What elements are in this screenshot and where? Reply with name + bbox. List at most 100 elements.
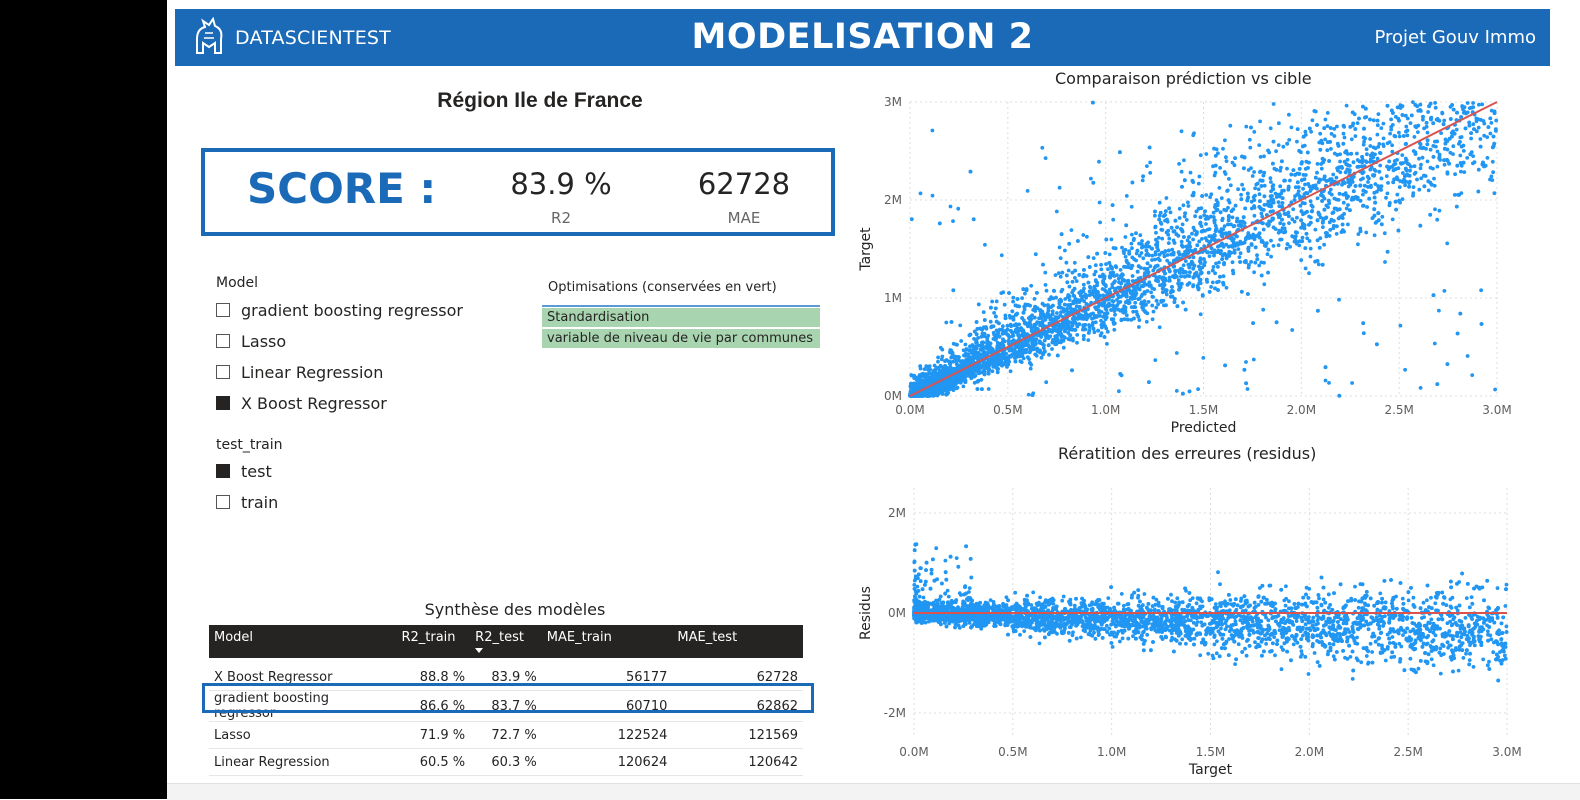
slicer-item-train[interactable]: train [216, 490, 278, 514]
scatter-point [1214, 164, 1218, 168]
scatter-point [989, 320, 993, 324]
cell-r2-train: 60.5 % [396, 749, 470, 776]
scatter-point [1422, 174, 1426, 178]
scatter-point [1461, 144, 1465, 148]
checkbox[interactable] [216, 303, 230, 317]
scatter-point [970, 343, 974, 347]
scatter-point [1324, 118, 1328, 122]
scatter-point [1233, 156, 1237, 160]
scatter-point [983, 318, 987, 322]
project-name: Projet Gouv Immo [1374, 27, 1536, 48]
scatter-point [1301, 187, 1305, 191]
scatter-point [927, 371, 931, 375]
column-header-mae-test[interactable]: MAE_test [672, 625, 803, 658]
scatter-point [1296, 180, 1300, 184]
slicer-item-gradient-boosting[interactable]: gradient boosting regressor [216, 298, 463, 322]
scatter-point [1368, 144, 1372, 148]
scatter-point [1349, 152, 1353, 156]
column-header-mae-train[interactable]: MAE_train [542, 625, 673, 658]
scatter-point [1065, 274, 1069, 278]
slicer-item-xboost[interactable]: X Boost Regressor [216, 391, 387, 415]
scatter-point [1221, 243, 1225, 247]
checkbox-checked[interactable] [216, 464, 230, 478]
scatter-point [1119, 286, 1123, 290]
scatter-point [1157, 218, 1161, 222]
slicer-item-linear-regression[interactable]: Linear Regression [216, 360, 383, 384]
scatter-point [1350, 178, 1354, 182]
scatter-point [1176, 304, 1180, 308]
scatter-point [1071, 280, 1075, 284]
x-tick-label: 0.5M [993, 403, 1022, 417]
scatter-point [976, 387, 980, 391]
checkbox[interactable] [216, 495, 230, 509]
scatter-point [910, 217, 914, 221]
scatter-point [1466, 101, 1470, 105]
scatter-point [1223, 138, 1227, 142]
scatter-point [1266, 252, 1270, 256]
scatter-point [1301, 236, 1305, 240]
scatter-point [1174, 219, 1178, 223]
scatter-point [1431, 167, 1435, 171]
scatter-point [1107, 261, 1111, 265]
scatter-point [1058, 299, 1062, 303]
scatter-point [1155, 243, 1159, 247]
scatter-point [1141, 308, 1145, 312]
scatter-point [1163, 254, 1167, 258]
checkbox[interactable] [216, 334, 230, 348]
scatter-point [1386, 192, 1390, 196]
column-header-r2-train[interactable]: R2_train [396, 625, 470, 658]
scatter-point [1090, 293, 1094, 297]
scatter-point [1372, 146, 1376, 150]
scatter-point [1366, 180, 1370, 184]
scatter-point [946, 366, 950, 370]
scatter-point [1075, 341, 1079, 345]
scatter-point [1277, 121, 1281, 125]
scatter-point [983, 243, 987, 247]
scatter-point [1079, 298, 1083, 302]
checkbox-checked[interactable] [216, 396, 230, 410]
scatter-point [1082, 283, 1086, 287]
scatter-point [1156, 264, 1160, 268]
column-header-r2-test[interactable]: R2_test [470, 625, 542, 658]
scatter-point [1257, 143, 1261, 147]
scatter-point [1487, 125, 1491, 129]
column-header-model[interactable]: Model [209, 625, 396, 658]
scatter-point [1067, 269, 1071, 273]
scatter-point [1120, 308, 1124, 312]
scatter-point [1033, 316, 1037, 320]
scatter-point [1258, 179, 1262, 183]
scatter-point [1260, 212, 1264, 216]
scatter-point [949, 205, 953, 209]
scatter-point [1398, 185, 1402, 189]
slicer-item-lasso[interactable]: Lasso [216, 329, 286, 353]
scatter-point [1335, 153, 1339, 157]
scatter-point [1455, 128, 1459, 132]
scatter-point [1251, 174, 1255, 178]
page-title: MODELISATION 2 [175, 17, 1550, 57]
scatter-point [1104, 238, 1108, 242]
scatter-point [1388, 140, 1392, 144]
scatter-point [1164, 303, 1168, 307]
scatter-point [1200, 266, 1204, 270]
checkbox[interactable] [216, 365, 230, 379]
scatter-point [1477, 126, 1481, 130]
scatter-point [1154, 225, 1158, 229]
scatter-point [1111, 218, 1115, 222]
scatter-point [1388, 132, 1392, 136]
scatter-point [1292, 235, 1296, 239]
slicer-item-test[interactable]: test [216, 459, 272, 483]
scatter-point [1316, 162, 1320, 166]
scatter-point [1246, 231, 1250, 235]
scatter-point [1397, 131, 1401, 135]
scatter-point [909, 382, 913, 386]
scatter-point [1394, 167, 1398, 171]
scatter-point [1262, 154, 1266, 158]
scatter-point [1127, 252, 1131, 256]
scatter-point [1120, 318, 1124, 322]
scatter-point [1272, 102, 1276, 106]
scatter-point [1106, 330, 1110, 334]
scatter-point [923, 367, 927, 371]
scatter-point [1199, 261, 1203, 265]
scatter-point [1039, 313, 1043, 317]
